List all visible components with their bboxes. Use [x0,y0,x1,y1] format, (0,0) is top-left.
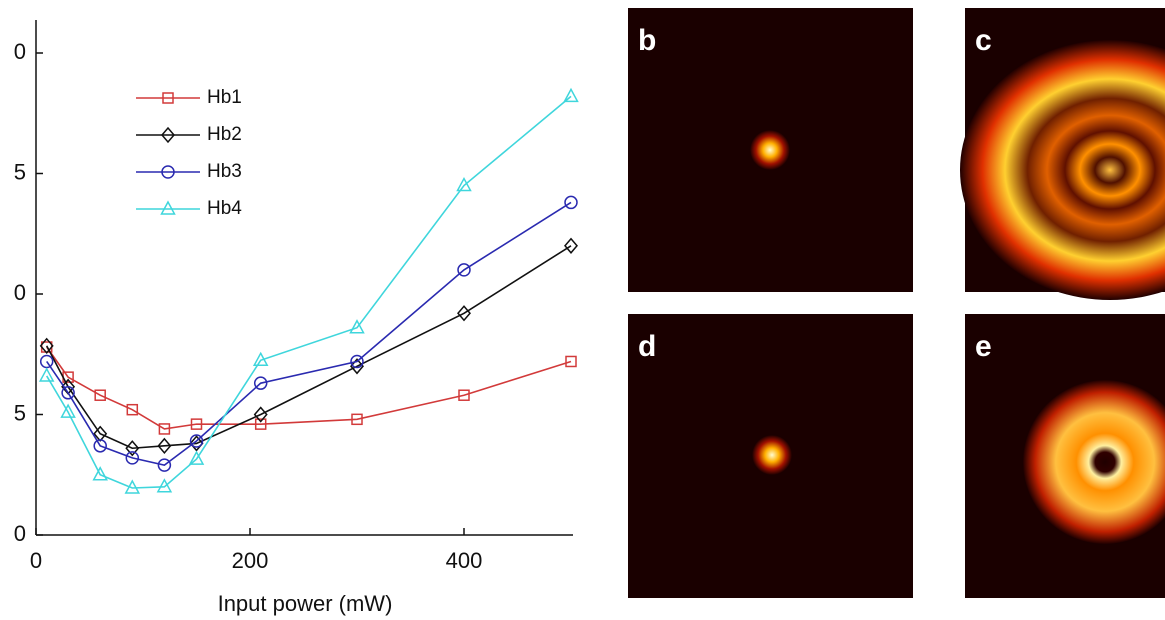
panel-e: e [965,314,1165,598]
legend-marker [161,126,175,144]
line [46,201,572,466]
y-tick-label: 5 [14,159,26,184]
marker [92,466,108,481]
marker [457,263,471,277]
marker [564,195,578,210]
legend-marker [160,200,176,215]
marker [93,439,107,453]
panel-b: b [628,8,913,292]
marker [253,406,268,423]
marker [156,478,173,493]
beam-spot [752,435,792,475]
panel-label: d [638,330,656,363]
beam-ring [960,40,1165,300]
beam-spot [750,130,790,170]
marker [94,389,106,401]
legend-label: Hb2 [207,124,242,145]
marker [351,413,363,426]
marker [39,337,54,354]
legend-label: Hb3 [207,161,242,182]
marker [126,403,139,416]
marker [563,87,579,103]
panel-label: c [975,24,992,57]
y-tick-label: 5 [14,400,26,425]
y-tick-label: 0 [14,521,26,546]
panel-c: c [960,8,1165,300]
beam-ring [1023,380,1165,544]
x-tick-label: 0 [30,548,42,573]
marker [456,176,472,192]
marker [189,434,204,448]
marker [457,305,471,322]
marker [349,319,365,334]
marker [158,423,171,435]
y-tick-label: 0 [14,39,26,64]
marker [350,358,364,375]
marker [125,440,140,457]
y-tick-label: 0 [14,280,26,305]
legend-label: Hb1 [207,87,242,108]
legend-marker [161,165,175,179]
line [46,346,572,430]
legend-marker [162,92,174,104]
marker [189,435,204,452]
marker [252,351,269,367]
marker [350,354,364,369]
panel-label: b [638,24,656,57]
x-tick-label: 200 [232,548,269,573]
marker [564,237,578,254]
panel-label: e [975,330,992,363]
marker [61,386,75,400]
marker [125,451,140,465]
marker [565,355,577,368]
marker [254,418,267,430]
marker [38,367,55,382]
marker [458,389,470,401]
marker [124,479,141,494]
x-tick-label: 400 [446,548,483,573]
marker [253,376,268,390]
x-axis-label: Input power (mW) [218,591,393,616]
marker [157,458,172,472]
marker [157,437,172,454]
panel-d: d [628,314,913,598]
marker [190,418,203,430]
legend-label: Hb4 [207,198,242,219]
line [46,95,572,489]
line [45,245,572,450]
marker [188,450,205,465]
marker [60,403,76,418]
marker [93,425,108,442]
